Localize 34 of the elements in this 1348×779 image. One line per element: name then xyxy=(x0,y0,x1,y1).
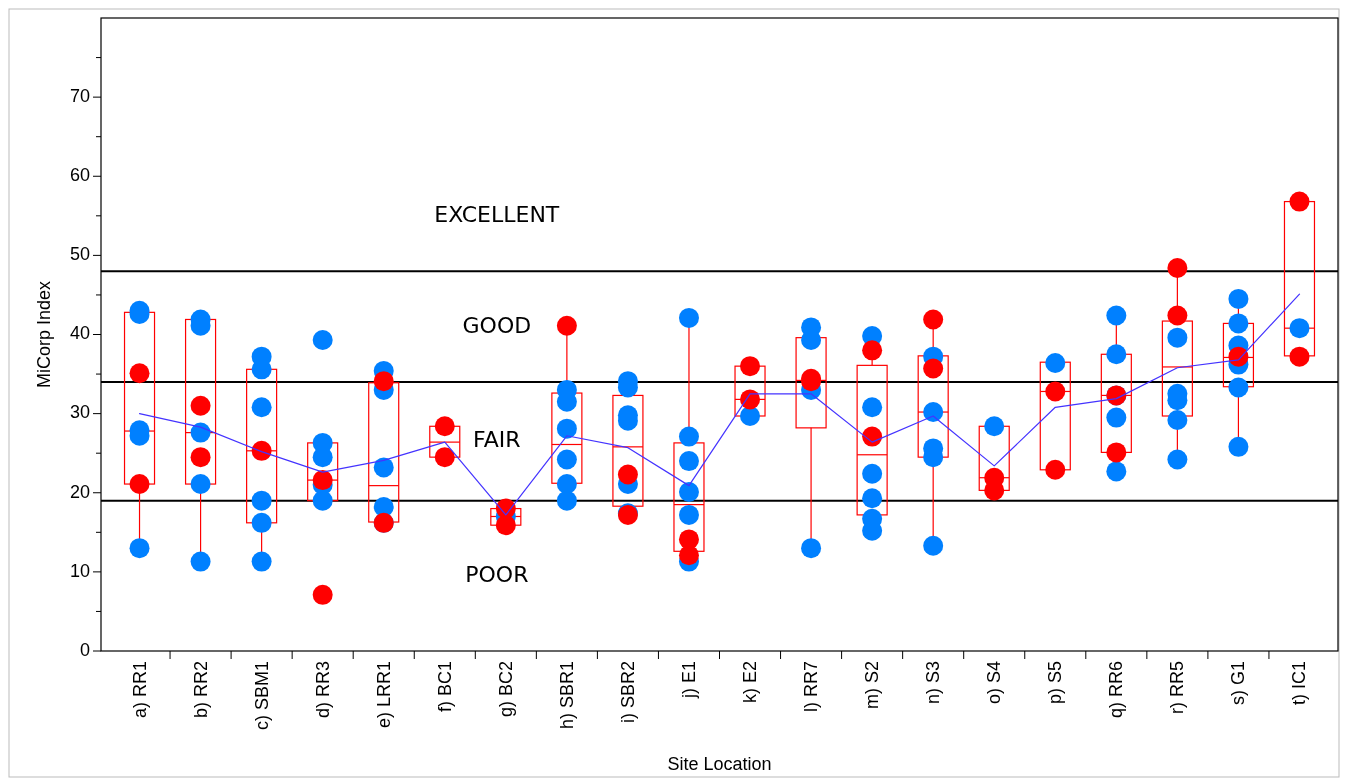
y-tick-label: 40 xyxy=(69,323,90,344)
x-tick-label: s) G1 xyxy=(1228,661,1249,706)
annotation: GOOD xyxy=(462,312,532,338)
x-tick-label: h) SBR1 xyxy=(556,661,577,730)
x-tick-label: j) E1 xyxy=(678,661,699,700)
y-tick-label: 30 xyxy=(69,402,90,423)
x-tick-label: o) S4 xyxy=(984,661,1005,705)
annotation: POOR xyxy=(465,561,529,587)
annotation: FAIR xyxy=(473,427,521,453)
x-tick-label: q) RR6 xyxy=(1106,661,1127,719)
y-tick-label: 50 xyxy=(69,244,90,265)
y-tick-label: 60 xyxy=(69,165,90,185)
x-tick-label: b) RR2 xyxy=(190,661,211,719)
x-tick-label: n) S3 xyxy=(923,661,944,705)
y-tick-label: 0 xyxy=(79,639,90,660)
y-tick-label: 10 xyxy=(69,560,90,581)
y-axis-title: MiCorp Index xyxy=(34,280,54,389)
y-tick-label: 20 xyxy=(69,481,90,502)
x-tick-label: a) RR1 xyxy=(129,661,150,719)
x-tick-label: g) BC2 xyxy=(495,661,516,718)
x-tick-label: r) RR5 xyxy=(1167,661,1188,714)
x-tick-label: l) RR7 xyxy=(801,661,822,713)
x-tick-label: t) IC1 xyxy=(1289,661,1310,706)
x-tick-label: m) S2 xyxy=(862,661,883,710)
x-tick-label: p) S5 xyxy=(1045,661,1066,705)
y-tick-label: 70 xyxy=(69,85,90,106)
x-tick-label: e) LRR1 xyxy=(373,661,394,729)
annotation: EXCELLENT xyxy=(434,202,560,228)
x-tick-label: k) E2 xyxy=(740,661,761,704)
x-tick-label: f) BC1 xyxy=(434,661,455,713)
x-tick-label: d) RR3 xyxy=(312,661,333,719)
x-tick-label: i) SBR2 xyxy=(617,661,638,724)
x-axis-title: Site Location xyxy=(667,754,772,774)
x-tick-label: c) SBM1 xyxy=(251,661,272,731)
